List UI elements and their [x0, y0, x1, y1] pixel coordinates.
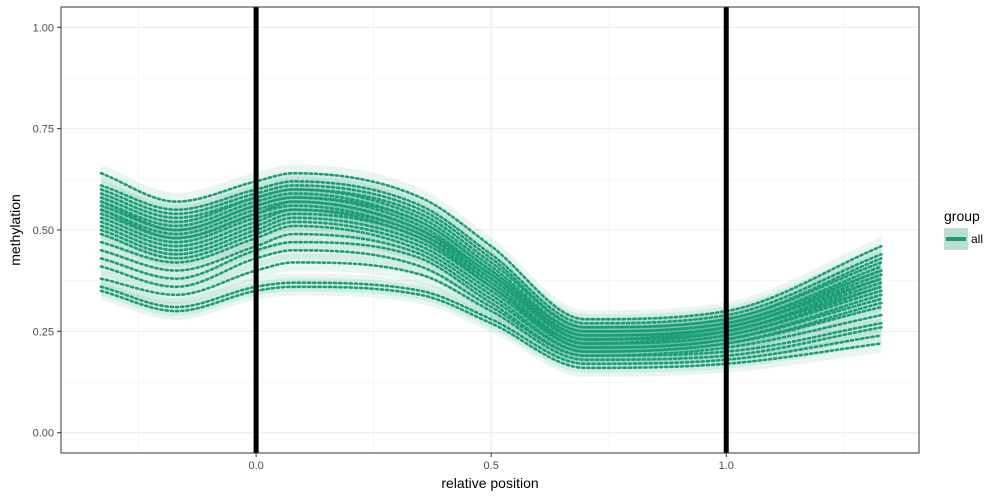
series-ribbon	[100, 200, 882, 353]
y-tick-label: 0.25	[33, 326, 54, 338]
boundary-lines	[253, 7, 729, 453]
y-tick-label: 1.00	[33, 22, 54, 34]
series-line	[99, 171, 883, 321]
series-line	[99, 281, 883, 366]
series-line	[99, 285, 883, 370]
series-ribbon	[100, 212, 882, 357]
series-line	[99, 240, 883, 357]
series-ribbon	[100, 277, 882, 377]
legend-title: group	[944, 208, 980, 224]
series-ribbon	[100, 225, 882, 361]
series-line	[99, 248, 883, 357]
series-line	[99, 188, 883, 329]
y-tick-label: 0.00	[33, 428, 54, 440]
y-tick-label: 0.75	[33, 124, 54, 136]
series-line	[99, 220, 883, 349]
legend-label-all: all	[971, 232, 983, 246]
x-tick-label: 0.0	[248, 460, 263, 472]
series-ribbon	[100, 176, 882, 337]
series-ribbon	[100, 200, 882, 353]
y-axis-ticks: 0.00 0.25 0.50 0.75 1.00	[33, 22, 61, 440]
series-ribbon	[100, 196, 882, 349]
legend: group all	[944, 208, 983, 250]
x-tick-label: 1.0	[719, 460, 734, 472]
series-ribbon	[100, 172, 882, 333]
series-ribbon	[100, 241, 882, 365]
x-tick-label: 0.5	[484, 460, 499, 472]
series-line	[99, 180, 883, 325]
y-axis-title: methylation	[7, 194, 23, 266]
series-ribbon	[100, 180, 882, 341]
x-axis-ticks: 0.0 0.5 1.0	[248, 453, 734, 472]
series-line	[99, 212, 883, 345]
series-line	[99, 261, 883, 362]
series-line	[99, 232, 883, 353]
x-axis-title: relative position	[441, 475, 538, 491]
series-lines	[99, 171, 883, 370]
series-ribbon	[100, 217, 882, 361]
y-tick-label: 0.50	[33, 225, 54, 237]
series-line	[99, 208, 883, 345]
